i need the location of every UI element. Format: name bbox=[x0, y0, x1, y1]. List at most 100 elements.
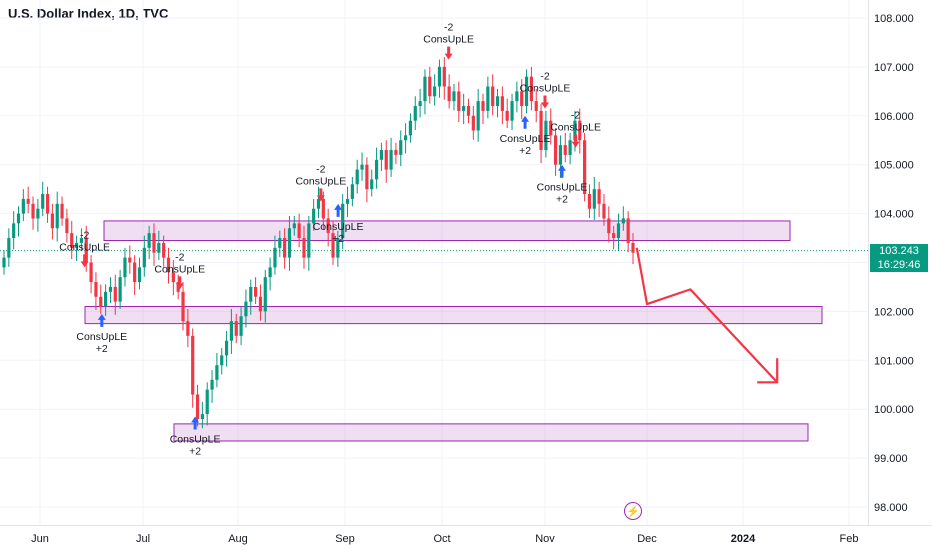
candle-body bbox=[166, 257, 171, 273]
candle-body bbox=[45, 194, 50, 214]
candle-body bbox=[26, 198, 30, 204]
candle-body bbox=[631, 242, 635, 253]
candle-body bbox=[607, 218, 611, 234]
time-axis[interactable]: Jun Jul Aug Sep Oct Nov Dec 2024 Feb bbox=[31, 533, 858, 545]
signal-value: +2 bbox=[189, 446, 201, 458]
time-tick-label: Jul bbox=[136, 533, 150, 545]
signal-label: ConsUpLE bbox=[550, 122, 601, 134]
candle-body bbox=[374, 159, 379, 180]
candle-body bbox=[389, 150, 393, 170]
signal-label: ConsUpLE bbox=[154, 263, 205, 275]
candle-body bbox=[292, 223, 296, 229]
candle-body bbox=[394, 150, 398, 155]
candle-body bbox=[297, 223, 301, 239]
candle-body bbox=[539, 110, 543, 151]
signal-value: +2 bbox=[332, 233, 344, 245]
candle-body bbox=[210, 379, 214, 390]
signal-label: ConsUpLE bbox=[500, 133, 551, 145]
signal-value: -2 bbox=[175, 251, 184, 263]
signal-label: ConsUpLE bbox=[76, 331, 127, 343]
candle-body bbox=[287, 228, 292, 258]
price-tick-label: 101.000 bbox=[874, 355, 914, 367]
candle-body bbox=[89, 262, 93, 283]
candle-body bbox=[481, 101, 485, 111]
candle-body bbox=[258, 296, 263, 312]
signal-label: ConsUpLE bbox=[313, 221, 364, 233]
signal-value: -2 bbox=[316, 163, 325, 175]
candle-body bbox=[578, 120, 582, 141]
time-tick-label: Jun bbox=[31, 533, 49, 545]
candle-body bbox=[229, 321, 234, 341]
candle-body bbox=[471, 115, 475, 131]
candle-body bbox=[413, 106, 417, 121]
candle-body bbox=[7, 238, 11, 258]
candle-body bbox=[316, 198, 321, 209]
candle-body bbox=[128, 257, 132, 263]
short-entry-arrow bbox=[175, 276, 184, 290]
candle-body bbox=[41, 194, 45, 209]
candle-body bbox=[544, 120, 548, 151]
candle-body bbox=[147, 233, 151, 248]
short-entry-arrow bbox=[571, 134, 580, 148]
candle-body bbox=[365, 164, 369, 190]
candle-body bbox=[612, 233, 616, 239]
price-tick-label: 99.000 bbox=[874, 453, 908, 465]
short-entry-arrow bbox=[541, 95, 549, 109]
candle-body bbox=[65, 218, 69, 234]
long-entry-arrow bbox=[521, 115, 530, 129]
candle-body bbox=[137, 267, 142, 283]
candle-body bbox=[549, 120, 553, 136]
candle-body bbox=[191, 335, 195, 395]
candle-body bbox=[403, 135, 408, 141]
candle-body bbox=[108, 286, 113, 292]
candle-body bbox=[447, 86, 451, 102]
candle-body bbox=[113, 286, 117, 302]
candle-body bbox=[70, 233, 74, 248]
candle-body bbox=[307, 223, 311, 258]
candle-body bbox=[181, 291, 185, 322]
signal-label: ConsUpLE bbox=[537, 182, 588, 194]
candle-body bbox=[462, 106, 466, 111]
projection-arrow bbox=[635, 247, 779, 384]
candle-body bbox=[16, 213, 21, 224]
price-tick-label: 106.000 bbox=[874, 111, 914, 123]
lightning-icon[interactable]: ⚡ bbox=[624, 502, 642, 520]
candle-body bbox=[587, 194, 592, 209]
price-tick-label: 105.000 bbox=[874, 160, 914, 172]
price-tick-label: 104.000 bbox=[874, 209, 914, 221]
candle-body bbox=[31, 203, 35, 219]
long-entry-arrow bbox=[334, 203, 343, 217]
signal-value: +2 bbox=[96, 343, 108, 355]
candle-body bbox=[157, 242, 161, 253]
candle-body bbox=[360, 164, 364, 170]
price-tick-label: 107.000 bbox=[874, 62, 914, 74]
candle-body bbox=[408, 120, 413, 136]
candle-body bbox=[220, 355, 224, 366]
signal-value: -2 bbox=[571, 110, 580, 122]
long-entry-arrow bbox=[97, 313, 106, 327]
signal-value: -2 bbox=[444, 22, 453, 34]
candle-body bbox=[452, 91, 456, 102]
price-tick-label: 108.000 bbox=[874, 13, 914, 25]
candle-body bbox=[616, 223, 621, 239]
candle-body bbox=[626, 218, 630, 243]
price-tick-label: 102.000 bbox=[874, 306, 914, 318]
long-entry-arrow bbox=[558, 164, 566, 178]
candle-body bbox=[142, 247, 146, 268]
candle-body bbox=[442, 66, 446, 87]
signal-label: ConsUpLE bbox=[520, 82, 571, 94]
candle-body bbox=[433, 86, 437, 97]
candle-body bbox=[302, 238, 306, 258]
last-price-value: 103.243 bbox=[879, 245, 919, 257]
candle-body bbox=[254, 286, 258, 297]
candle-body bbox=[379, 150, 383, 160]
signal-label: ConsUpLE bbox=[423, 34, 474, 46]
time-tick-label: Oct bbox=[433, 533, 450, 545]
candle-body bbox=[341, 203, 345, 239]
candle-body bbox=[55, 203, 59, 229]
candle-body bbox=[99, 296, 103, 307]
signal-value: -2 bbox=[540, 70, 549, 82]
candle-body bbox=[312, 208, 316, 224]
candle-body bbox=[123, 257, 127, 278]
